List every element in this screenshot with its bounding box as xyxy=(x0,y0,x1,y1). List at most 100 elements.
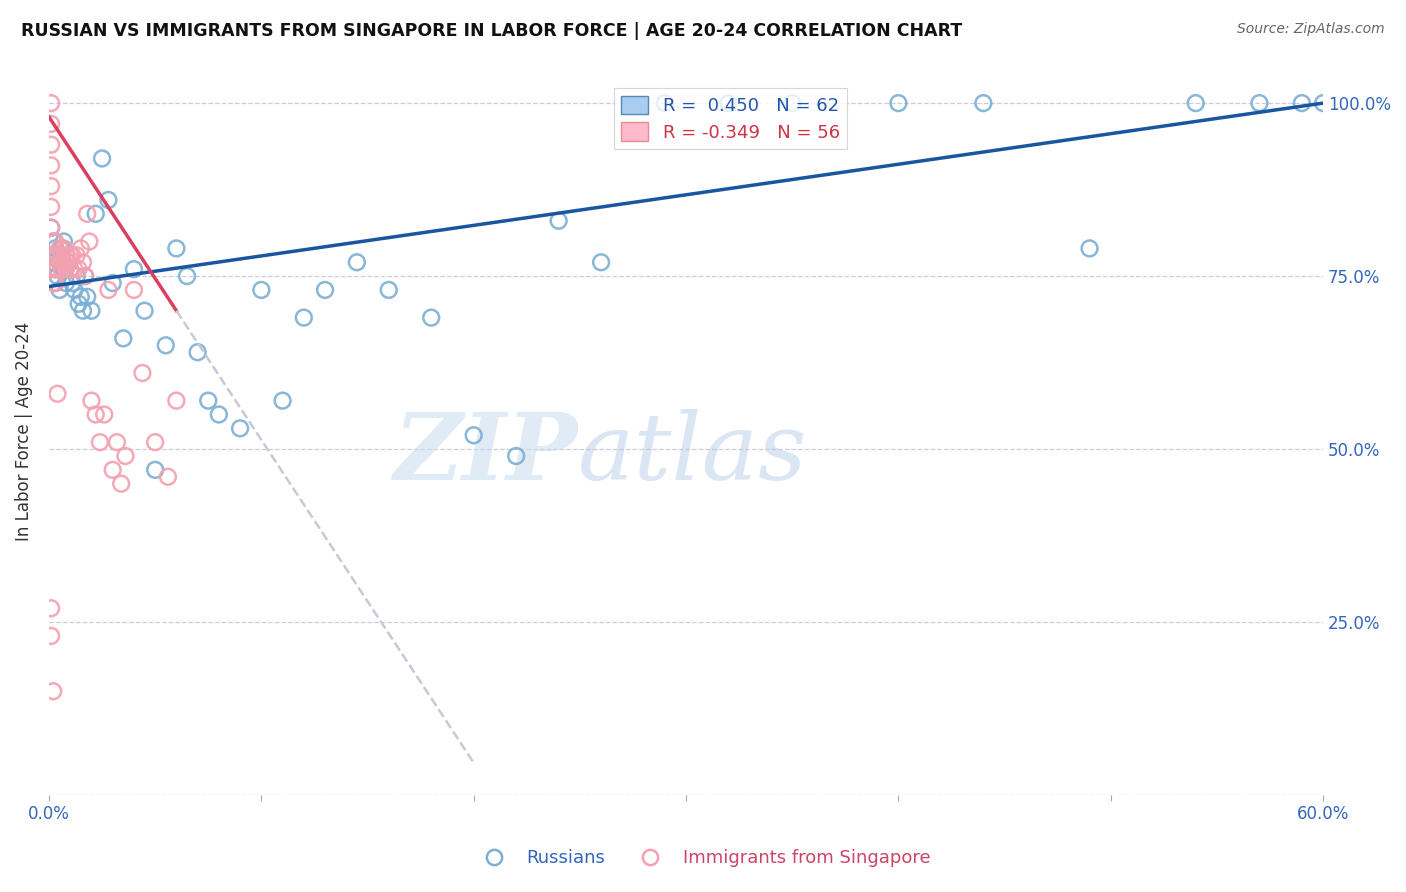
Point xyxy=(55,276,77,290)
Point xyxy=(55,262,77,277)
Point xyxy=(91,152,114,166)
Point xyxy=(101,276,124,290)
Point xyxy=(75,269,97,284)
Point xyxy=(122,283,145,297)
Text: Source: ZipAtlas.com: Source: ZipAtlas.com xyxy=(1237,22,1385,37)
Point xyxy=(60,248,83,262)
Point xyxy=(165,393,187,408)
Point xyxy=(155,338,177,352)
Legend: R =  0.450   N = 62, R = -0.349   N = 56: R = 0.450 N = 62, R = -0.349 N = 56 xyxy=(614,88,848,149)
Point xyxy=(42,684,65,698)
Point xyxy=(1078,242,1101,256)
Point xyxy=(122,262,145,277)
Point xyxy=(39,179,62,194)
Point xyxy=(46,269,69,284)
Point xyxy=(97,193,120,207)
Point xyxy=(780,96,803,111)
Point xyxy=(547,213,569,227)
Point xyxy=(42,262,65,277)
Point xyxy=(42,235,65,249)
Point xyxy=(46,386,69,401)
Point xyxy=(44,276,66,290)
Point xyxy=(591,255,613,269)
Point xyxy=(39,117,62,131)
Point xyxy=(60,276,83,290)
Point xyxy=(65,269,87,284)
Point xyxy=(44,276,66,290)
Text: atlas: atlas xyxy=(578,409,807,499)
Point xyxy=(84,408,107,422)
Point xyxy=(56,255,79,269)
Point xyxy=(80,303,103,318)
Point xyxy=(84,207,107,221)
Y-axis label: In Labor Force | Age 20-24: In Labor Force | Age 20-24 xyxy=(15,322,32,541)
Point xyxy=(56,255,79,269)
Point xyxy=(1184,96,1206,111)
Point xyxy=(39,248,62,262)
Point xyxy=(80,393,103,408)
Point xyxy=(377,283,399,297)
Point xyxy=(717,96,740,111)
Point xyxy=(101,463,124,477)
Point xyxy=(59,262,82,277)
Point xyxy=(67,297,90,311)
Point xyxy=(46,248,69,262)
Point xyxy=(52,262,75,277)
Point xyxy=(97,283,120,297)
Point xyxy=(79,235,101,249)
Point xyxy=(48,242,70,256)
Point xyxy=(72,255,94,269)
Point xyxy=(176,269,198,284)
Point xyxy=(156,469,179,483)
Point xyxy=(42,276,65,290)
Point xyxy=(39,629,62,643)
Point xyxy=(292,310,315,325)
Point xyxy=(463,428,485,442)
Point xyxy=(75,269,97,284)
Point xyxy=(972,96,994,111)
Point xyxy=(39,200,62,214)
Point xyxy=(63,262,86,277)
Point xyxy=(51,248,73,262)
Point xyxy=(44,248,66,262)
Point xyxy=(76,290,98,304)
Point xyxy=(69,290,91,304)
Point xyxy=(55,248,77,262)
Point xyxy=(110,476,132,491)
Point xyxy=(1312,96,1334,111)
Point xyxy=(143,435,166,450)
Point xyxy=(114,449,136,463)
Point xyxy=(1291,96,1313,111)
Point xyxy=(112,331,135,345)
Point xyxy=(887,96,910,111)
Point xyxy=(52,235,75,249)
Point xyxy=(197,393,219,408)
Point xyxy=(51,262,73,277)
Point xyxy=(65,248,87,262)
Point xyxy=(1249,96,1271,111)
Point xyxy=(48,255,70,269)
Point xyxy=(69,242,91,256)
Point xyxy=(52,242,75,256)
Point xyxy=(420,310,443,325)
Legend: Russians, Immigrants from Singapore: Russians, Immigrants from Singapore xyxy=(468,842,938,874)
Point xyxy=(39,96,62,111)
Point xyxy=(44,262,66,277)
Point xyxy=(44,262,66,277)
Point xyxy=(165,242,187,256)
Point xyxy=(346,255,368,269)
Point xyxy=(48,255,70,269)
Point xyxy=(44,235,66,249)
Point xyxy=(42,248,65,262)
Point xyxy=(39,158,62,172)
Point xyxy=(229,421,252,435)
Point xyxy=(143,463,166,477)
Text: RUSSIAN VS IMMIGRANTS FROM SINGAPORE IN LABOR FORCE | AGE 20-24 CORRELATION CHAR: RUSSIAN VS IMMIGRANTS FROM SINGAPORE IN … xyxy=(21,22,962,40)
Point xyxy=(505,449,527,463)
Point xyxy=(48,283,70,297)
Point xyxy=(63,283,86,297)
Point xyxy=(654,96,676,111)
Point xyxy=(42,255,65,269)
Point xyxy=(39,220,62,235)
Point xyxy=(208,408,231,422)
